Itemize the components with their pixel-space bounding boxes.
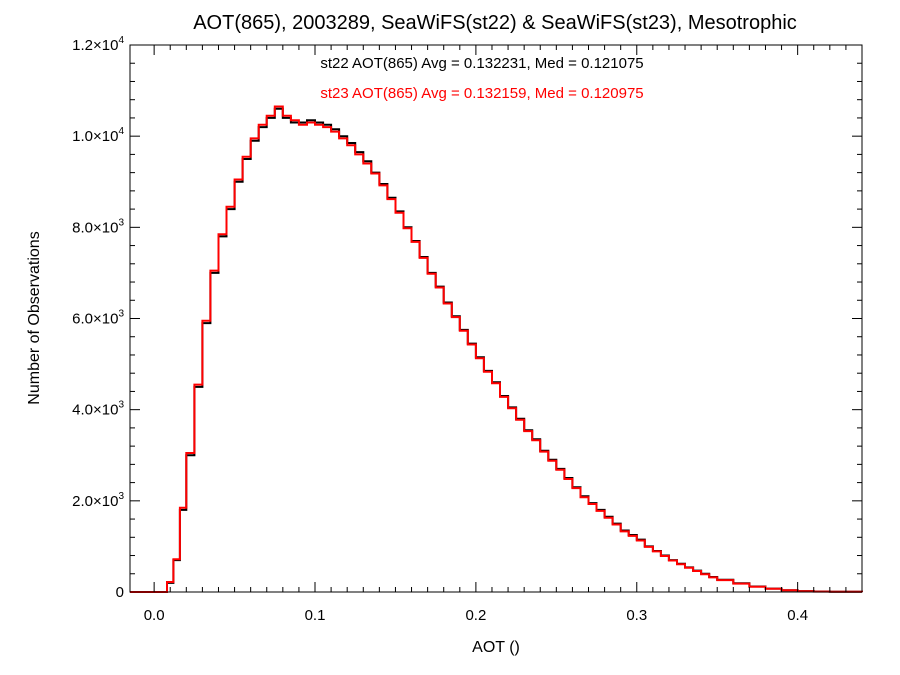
series-st22-line	[130, 107, 863, 593]
y-axis: 0 2.0×103 4.0×103 6.0×103 8.0×103 1.0×104 1.2×…	[72, 35, 862, 601]
annotation-st23: st23 AOT(865) Avg = 0.132159, Med = 0.12…	[320, 85, 643, 102]
x-tick-label: 0.3	[626, 607, 647, 624]
y-tick-label: 6.0×103	[72, 309, 124, 328]
annotation-st22: st22 AOT(865) Avg = 0.132231, Med = 0.12…	[320, 55, 643, 72]
x-tick-label: 0.4	[787, 607, 808, 624]
series-layer	[130, 105, 863, 593]
series-st23-line	[130, 105, 863, 593]
y-tick-label: 1.2×104	[72, 35, 124, 54]
x-tick-label: 0.0	[144, 607, 165, 624]
chart-title: AOT(865), 2003289, SeaWiFS(st22) & SeaWi…	[193, 12, 797, 34]
plot-frame	[129, 44, 863, 593]
y-tick-label: 8.0×103	[72, 217, 124, 236]
x-tick-label: 0.2	[465, 607, 486, 624]
x-axis: 0.0 0.1 0.2 0.3 0.4	[144, 45, 863, 624]
x-tick-label: 0.1	[305, 607, 326, 624]
y-tick-label: 2.0×103	[72, 491, 124, 510]
x-axis-label: AOT ()	[472, 639, 520, 656]
y-tick-label: 1.0×104	[72, 126, 124, 145]
y-axis-label: Number of Observations	[26, 231, 43, 404]
y-tick-label: 4.0×103	[72, 400, 124, 419]
y-tick-label: 0	[116, 584, 124, 601]
